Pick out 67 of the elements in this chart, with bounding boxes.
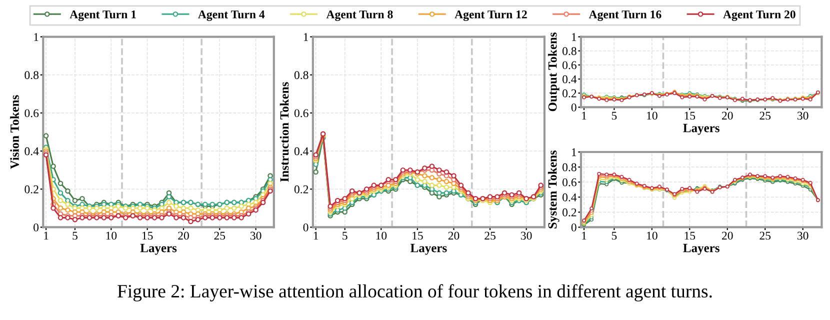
x-tick-label: 5 [72, 232, 78, 240]
y-tick-label: 0.6 [294, 109, 308, 118]
y-tick-label: 0.2 [562, 208, 576, 216]
x-tick-label: 25 [214, 232, 226, 240]
x-tick-label: 15 [412, 232, 423, 240]
x-tick-label: 1 [314, 232, 318, 240]
x-tick-label: 5 [342, 232, 348, 240]
x-tick-label: 15 [684, 112, 696, 120]
x-tick-label: 25 [760, 112, 771, 120]
y-tick-label: 0.8 [562, 47, 576, 56]
x-tick-label: 15 [684, 232, 696, 240]
x-tick-label: 5 [612, 232, 617, 240]
y-tick-label: 0 [34, 223, 39, 232]
y-tick-label: 0.6 [562, 61, 576, 70]
legend-label: Agent Turn 16 [588, 10, 662, 21]
y-axis-title: Output Tokens [548, 32, 560, 112]
y-tick-label: 0 [303, 223, 308, 232]
y-tick-label: 0.2 [562, 89, 576, 98]
y-tick-label: 0 [571, 223, 576, 232]
x-tick-label: 30 [798, 112, 808, 120]
y-tick-label: 1 [34, 33, 38, 41]
x-tick-label: 20 [448, 232, 460, 240]
x-tick-label: 25 [760, 232, 771, 240]
y-tick-label: 1 [572, 33, 576, 41]
y-tick-label: 0.4 [294, 147, 309, 156]
y-tick-label: 0.6 [24, 109, 39, 118]
y-tick-label: 1 [304, 33, 308, 41]
x-tick-label: 20 [722, 232, 733, 240]
x-axis-title: Layers [683, 124, 720, 135]
legend-label: Agent Turn 8 [326, 10, 393, 21]
y-axis-title: Vision Tokens [10, 95, 19, 169]
y-axis-title: Instruction Tokens [280, 82, 289, 182]
y-tick-label: 0.4 [562, 75, 577, 84]
x-tick-label: 10 [647, 232, 658, 240]
x-tick-label: 10 [647, 112, 658, 120]
y-tick-label: 0.4 [24, 147, 39, 156]
caption: Figure 2: Layer-wise attention allocation of four tokens in different agent turns. [118, 284, 712, 302]
x-axis-title: Layers [140, 244, 177, 255]
y-axis-title: System Tokens [548, 150, 560, 228]
y-tick-label: 0.6 [562, 178, 576, 186]
x-tick-label: 20 [722, 112, 733, 120]
x-tick-label: 30 [250, 232, 262, 240]
x-tick-label: 30 [798, 232, 808, 240]
legend-label: Agent Turn 4 [198, 10, 265, 21]
x-tick-label: 10 [376, 232, 387, 240]
y-tick-label: 0.2 [24, 185, 38, 194]
x-tick-label: 15 [142, 232, 153, 240]
legend-label: Agent Turn 20 [723, 10, 796, 21]
y-tick-label: 0.8 [562, 163, 576, 172]
x-tick-label: 20 [178, 232, 189, 240]
legend-label: Agent Turn 1 [70, 10, 136, 21]
x-tick-label: 1 [44, 232, 48, 240]
x-tick-label: 1 [582, 112, 586, 120]
legend-label: Agent Turn 12 [454, 10, 527, 21]
x-tick-label: 10 [106, 232, 117, 240]
x-tick-label: 1 [582, 232, 586, 240]
y-tick-label: 0.4 [562, 193, 577, 202]
x-axis-title: Layers [683, 244, 720, 255]
x-axis-title: Layers [410, 244, 447, 255]
y-tick-label: 0.8 [24, 71, 39, 80]
y-tick-label: 0.8 [294, 71, 308, 80]
x-tick-label: 30 [520, 232, 532, 240]
y-tick-label: 1 [572, 148, 576, 156]
x-tick-label: 5 [612, 112, 617, 120]
y-tick-label: 0 [571, 103, 576, 112]
y-tick-label: 0.2 [294, 185, 308, 194]
x-tick-label: 25 [484, 232, 496, 240]
